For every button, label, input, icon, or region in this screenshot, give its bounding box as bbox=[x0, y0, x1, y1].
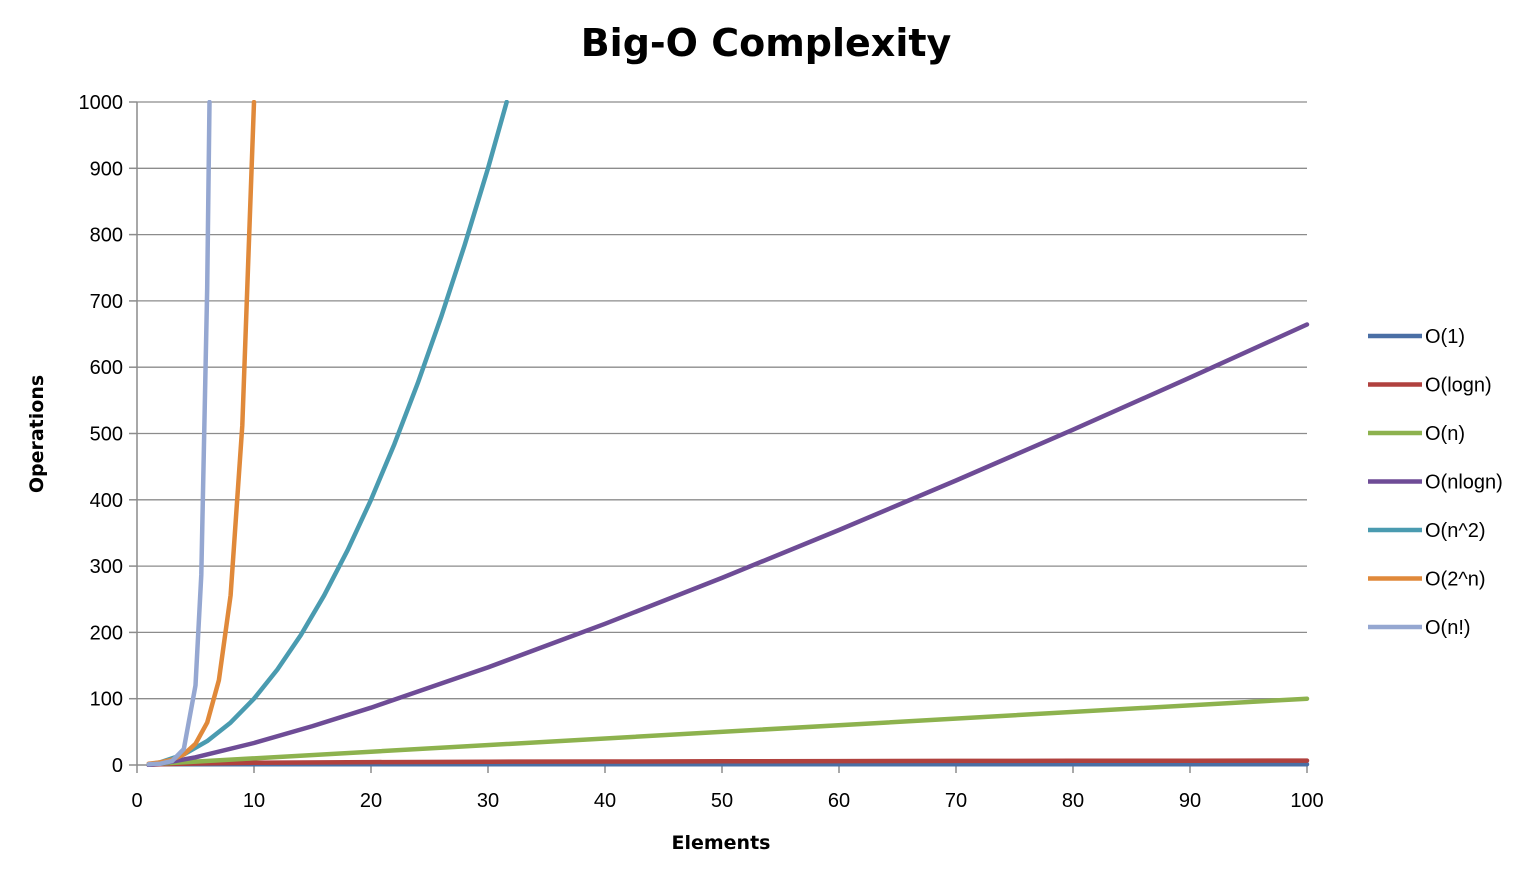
legend-item: O(2^n) bbox=[1368, 569, 1486, 591]
y-tick-label: 100 bbox=[90, 689, 123, 711]
legend-label: O(n^2) bbox=[1425, 520, 1486, 542]
x-tick-label: 40 bbox=[594, 790, 616, 812]
y-tick-label: 900 bbox=[90, 158, 123, 180]
axes bbox=[129, 101, 1308, 773]
legend-item: O(n^2) bbox=[1368, 520, 1486, 542]
y-tick-label: 500 bbox=[90, 424, 123, 446]
legend-label: O(n!) bbox=[1425, 617, 1471, 639]
gridlines bbox=[137, 101, 1307, 700]
series-line-O(n!) bbox=[146, 100, 212, 767]
x-tick-label: 50 bbox=[711, 790, 733, 812]
series-lines bbox=[146, 100, 1310, 767]
legend: O(1) O(logn) O(n) O(nlogn) O(n^2) O(2^n) O(n!) bbox=[1368, 326, 1503, 639]
series-line-O(nlogn) bbox=[146, 322, 1310, 767]
legend-item: O(n) bbox=[1368, 423, 1465, 445]
y-tick-label: 600 bbox=[90, 357, 123, 379]
legend-label: O(n) bbox=[1425, 423, 1465, 445]
y-axis-title: Operations bbox=[26, 375, 48, 493]
legend-item: O(n!) bbox=[1368, 617, 1471, 639]
chart-title: Big-O Complexity bbox=[581, 21, 952, 65]
x-tick-label: 70 bbox=[945, 790, 967, 812]
series-line-O(n^2) bbox=[146, 100, 509, 767]
legend-label: O(nlogn) bbox=[1425, 472, 1503, 494]
legend-label: O(logn) bbox=[1425, 375, 1492, 397]
y-tick-label: 1000 bbox=[79, 92, 124, 114]
y-tick-label: 200 bbox=[90, 622, 123, 644]
x-tick-label: 30 bbox=[477, 790, 499, 812]
series-line-O(n) bbox=[146, 696, 1310, 767]
x-axis-title: Elements bbox=[672, 832, 771, 854]
legend-label: O(2^n) bbox=[1425, 569, 1486, 591]
x-tick-label: 80 bbox=[1062, 790, 1084, 812]
x-tick-label: 20 bbox=[360, 790, 382, 812]
y-tick-label: 0 bbox=[112, 755, 123, 777]
x-tick-label: 100 bbox=[1290, 790, 1323, 812]
x-tick-label: 60 bbox=[828, 790, 850, 812]
legend-item: O(logn) bbox=[1368, 375, 1492, 397]
x-tick-label: 0 bbox=[131, 790, 142, 812]
y-tick-label: 400 bbox=[90, 490, 123, 512]
x-tick-label: 90 bbox=[1179, 790, 1201, 812]
legend-item: O(1) bbox=[1368, 326, 1465, 348]
y-tick-label: 700 bbox=[90, 291, 123, 313]
legend-item: O(nlogn) bbox=[1368, 472, 1503, 494]
x-tick-label: 10 bbox=[243, 790, 265, 812]
tick-labels: 0 100 200 300 400 500 600 700 800 900 1000 0 10 20 30 4… bbox=[79, 92, 1324, 812]
y-tick-label: 800 bbox=[90, 225, 123, 247]
legend-label: O(1) bbox=[1425, 326, 1465, 348]
y-tick-label: 300 bbox=[90, 556, 123, 578]
